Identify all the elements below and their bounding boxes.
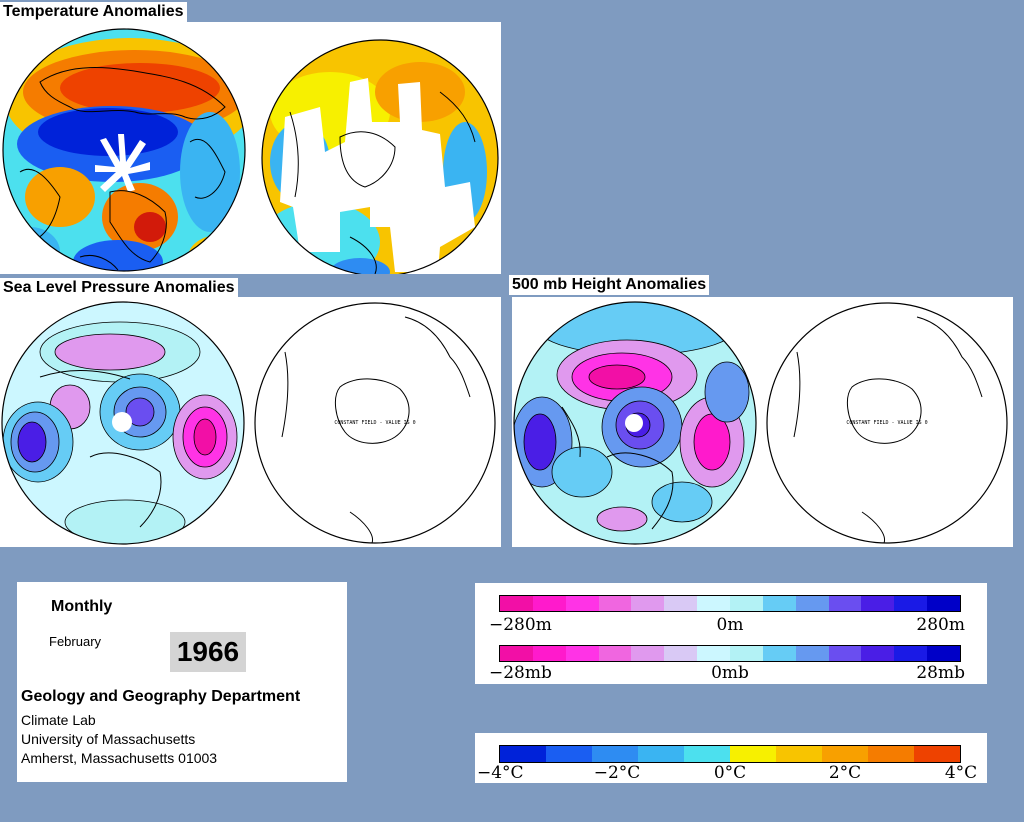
temperature-colorbar bbox=[499, 745, 961, 763]
department-label: Geology and Geography Department bbox=[21, 688, 301, 705]
temperature-title: Temperature Anomalies bbox=[0, 2, 187, 22]
temp-label-minus2: −2°C bbox=[594, 763, 641, 783]
slp-colorbar-labels: −28mb 0mb 28mb bbox=[489, 663, 965, 683]
height-maps: CONSTANT FIELD - VALUE IS 0 bbox=[513, 301, 1008, 545]
slp-colorbar-max: 28mb bbox=[916, 663, 965, 683]
month-label: February bbox=[49, 634, 102, 649]
slp-colorbar-swatch bbox=[631, 646, 665, 661]
slp-constant-field-note: CONSTANT FIELD - VALUE IS 0 bbox=[334, 420, 415, 426]
height-anomaly-map-left bbox=[514, 302, 756, 544]
temp-label-minus4: −4°C bbox=[477, 763, 524, 783]
height-colorbar-labels: −280m 0m 280m bbox=[489, 615, 965, 635]
pressure-colorbar-box: −280m 0m 280m −28mb 0mb 28mb bbox=[475, 583, 987, 684]
year-label: 1966 bbox=[170, 632, 246, 672]
height-colorbar-mid: 0m bbox=[717, 615, 744, 635]
address-label: Amherst, Massachusetts 01003 bbox=[21, 750, 218, 766]
slp-colorbar-swatch bbox=[762, 646, 796, 661]
temperature-colorbar-swatch bbox=[500, 746, 546, 762]
height-constant-field-note: CONSTANT FIELD - VALUE IS 0 bbox=[846, 420, 927, 426]
slp-title: Sea Level Pressure Anomalies bbox=[0, 278, 238, 298]
height-colorbar-min: −280m bbox=[489, 615, 552, 635]
temp-label-4: 4°C bbox=[945, 763, 977, 783]
slp-colorbar-swatch bbox=[565, 646, 599, 661]
slp-maps: CONSTANT FIELD - VALUE IS 0 bbox=[1, 301, 496, 545]
height-anomaly-map-right: CONSTANT FIELD - VALUE IS 0 bbox=[766, 302, 1008, 544]
height-colorbar-swatch bbox=[894, 596, 928, 611]
period-label: Monthly bbox=[51, 598, 113, 615]
slp-colorbar-swatch bbox=[532, 646, 566, 661]
temperature-colorbar-swatch bbox=[914, 746, 960, 762]
slp-colorbar-swatch bbox=[730, 646, 763, 661]
temperature-colorbar-labels: −4°C −2°C 0°C 2°C 4°C bbox=[477, 763, 977, 783]
temperature-maps bbox=[2, 28, 499, 274]
temperature-colorbar-swatch bbox=[592, 746, 638, 762]
temperature-anomaly-map-right bbox=[262, 40, 498, 274]
slp-colorbar-swatch bbox=[795, 646, 829, 661]
height-colorbar-swatch bbox=[697, 596, 731, 611]
temperature-colorbar-swatch bbox=[638, 746, 684, 762]
temperature-colorbar-swatch bbox=[546, 746, 592, 762]
slp-colorbar bbox=[499, 645, 961, 662]
height-colorbar-swatch bbox=[565, 596, 599, 611]
height-colorbar-swatch bbox=[795, 596, 829, 611]
lab-label: Climate Lab bbox=[21, 712, 96, 728]
info-box: Monthly February 1966 Geology and Geogra… bbox=[17, 582, 347, 782]
height-colorbar-swatch bbox=[532, 596, 566, 611]
height-colorbar-swatch bbox=[828, 596, 862, 611]
height-colorbar-swatch bbox=[927, 596, 961, 611]
university-label: University of Massachusetts bbox=[21, 731, 196, 747]
temperature-panel bbox=[0, 22, 501, 274]
height-colorbar-swatch bbox=[762, 596, 796, 611]
temp-label-0: 0°C bbox=[714, 763, 746, 783]
temperature-colorbar-swatch bbox=[822, 746, 868, 762]
slp-colorbar-swatch bbox=[598, 646, 632, 661]
height-colorbar-swatch bbox=[500, 596, 533, 611]
height-title: 500 mb Height Anomalies bbox=[509, 275, 710, 295]
slp-colorbar-swatch bbox=[828, 646, 862, 661]
slp-colorbar-swatch bbox=[927, 646, 961, 661]
slp-colorbar-swatch bbox=[500, 646, 533, 661]
slp-colorbar-swatch bbox=[861, 646, 895, 661]
height-colorbar-swatch bbox=[861, 596, 895, 611]
temperature-colorbar-swatch bbox=[730, 746, 776, 762]
slp-panel: CONSTANT FIELD - VALUE IS 0 bbox=[0, 297, 501, 547]
height-colorbar bbox=[499, 595, 961, 612]
height-colorbar-max: 280m bbox=[916, 615, 965, 635]
slp-colorbar-swatch bbox=[664, 646, 698, 661]
height-panel: CONSTANT FIELD - VALUE IS 0 bbox=[512, 297, 1013, 547]
temp-label-2: 2°C bbox=[829, 763, 861, 783]
temperature-colorbar-box: −4°C −2°C 0°C 2°C 4°C bbox=[475, 733, 987, 783]
slp-colorbar-swatch bbox=[697, 646, 731, 661]
slp-colorbar-swatch bbox=[894, 646, 928, 661]
slp-colorbar-min: −28mb bbox=[489, 663, 552, 683]
temperature-colorbar-swatch bbox=[868, 746, 914, 762]
height-colorbar-swatch bbox=[730, 596, 763, 611]
slp-anomaly-map-left bbox=[2, 302, 244, 544]
slp-colorbar-mid: 0mb bbox=[711, 663, 749, 683]
height-colorbar-swatch bbox=[631, 596, 665, 611]
temperature-colorbar-swatch bbox=[684, 746, 730, 762]
temperature-anomaly-map-left bbox=[3, 29, 245, 271]
height-colorbar-swatch bbox=[598, 596, 632, 611]
slp-anomaly-map-right: CONSTANT FIELD - VALUE IS 0 bbox=[254, 302, 496, 544]
height-colorbar-swatch bbox=[664, 596, 698, 611]
temperature-colorbar-swatch bbox=[776, 746, 822, 762]
